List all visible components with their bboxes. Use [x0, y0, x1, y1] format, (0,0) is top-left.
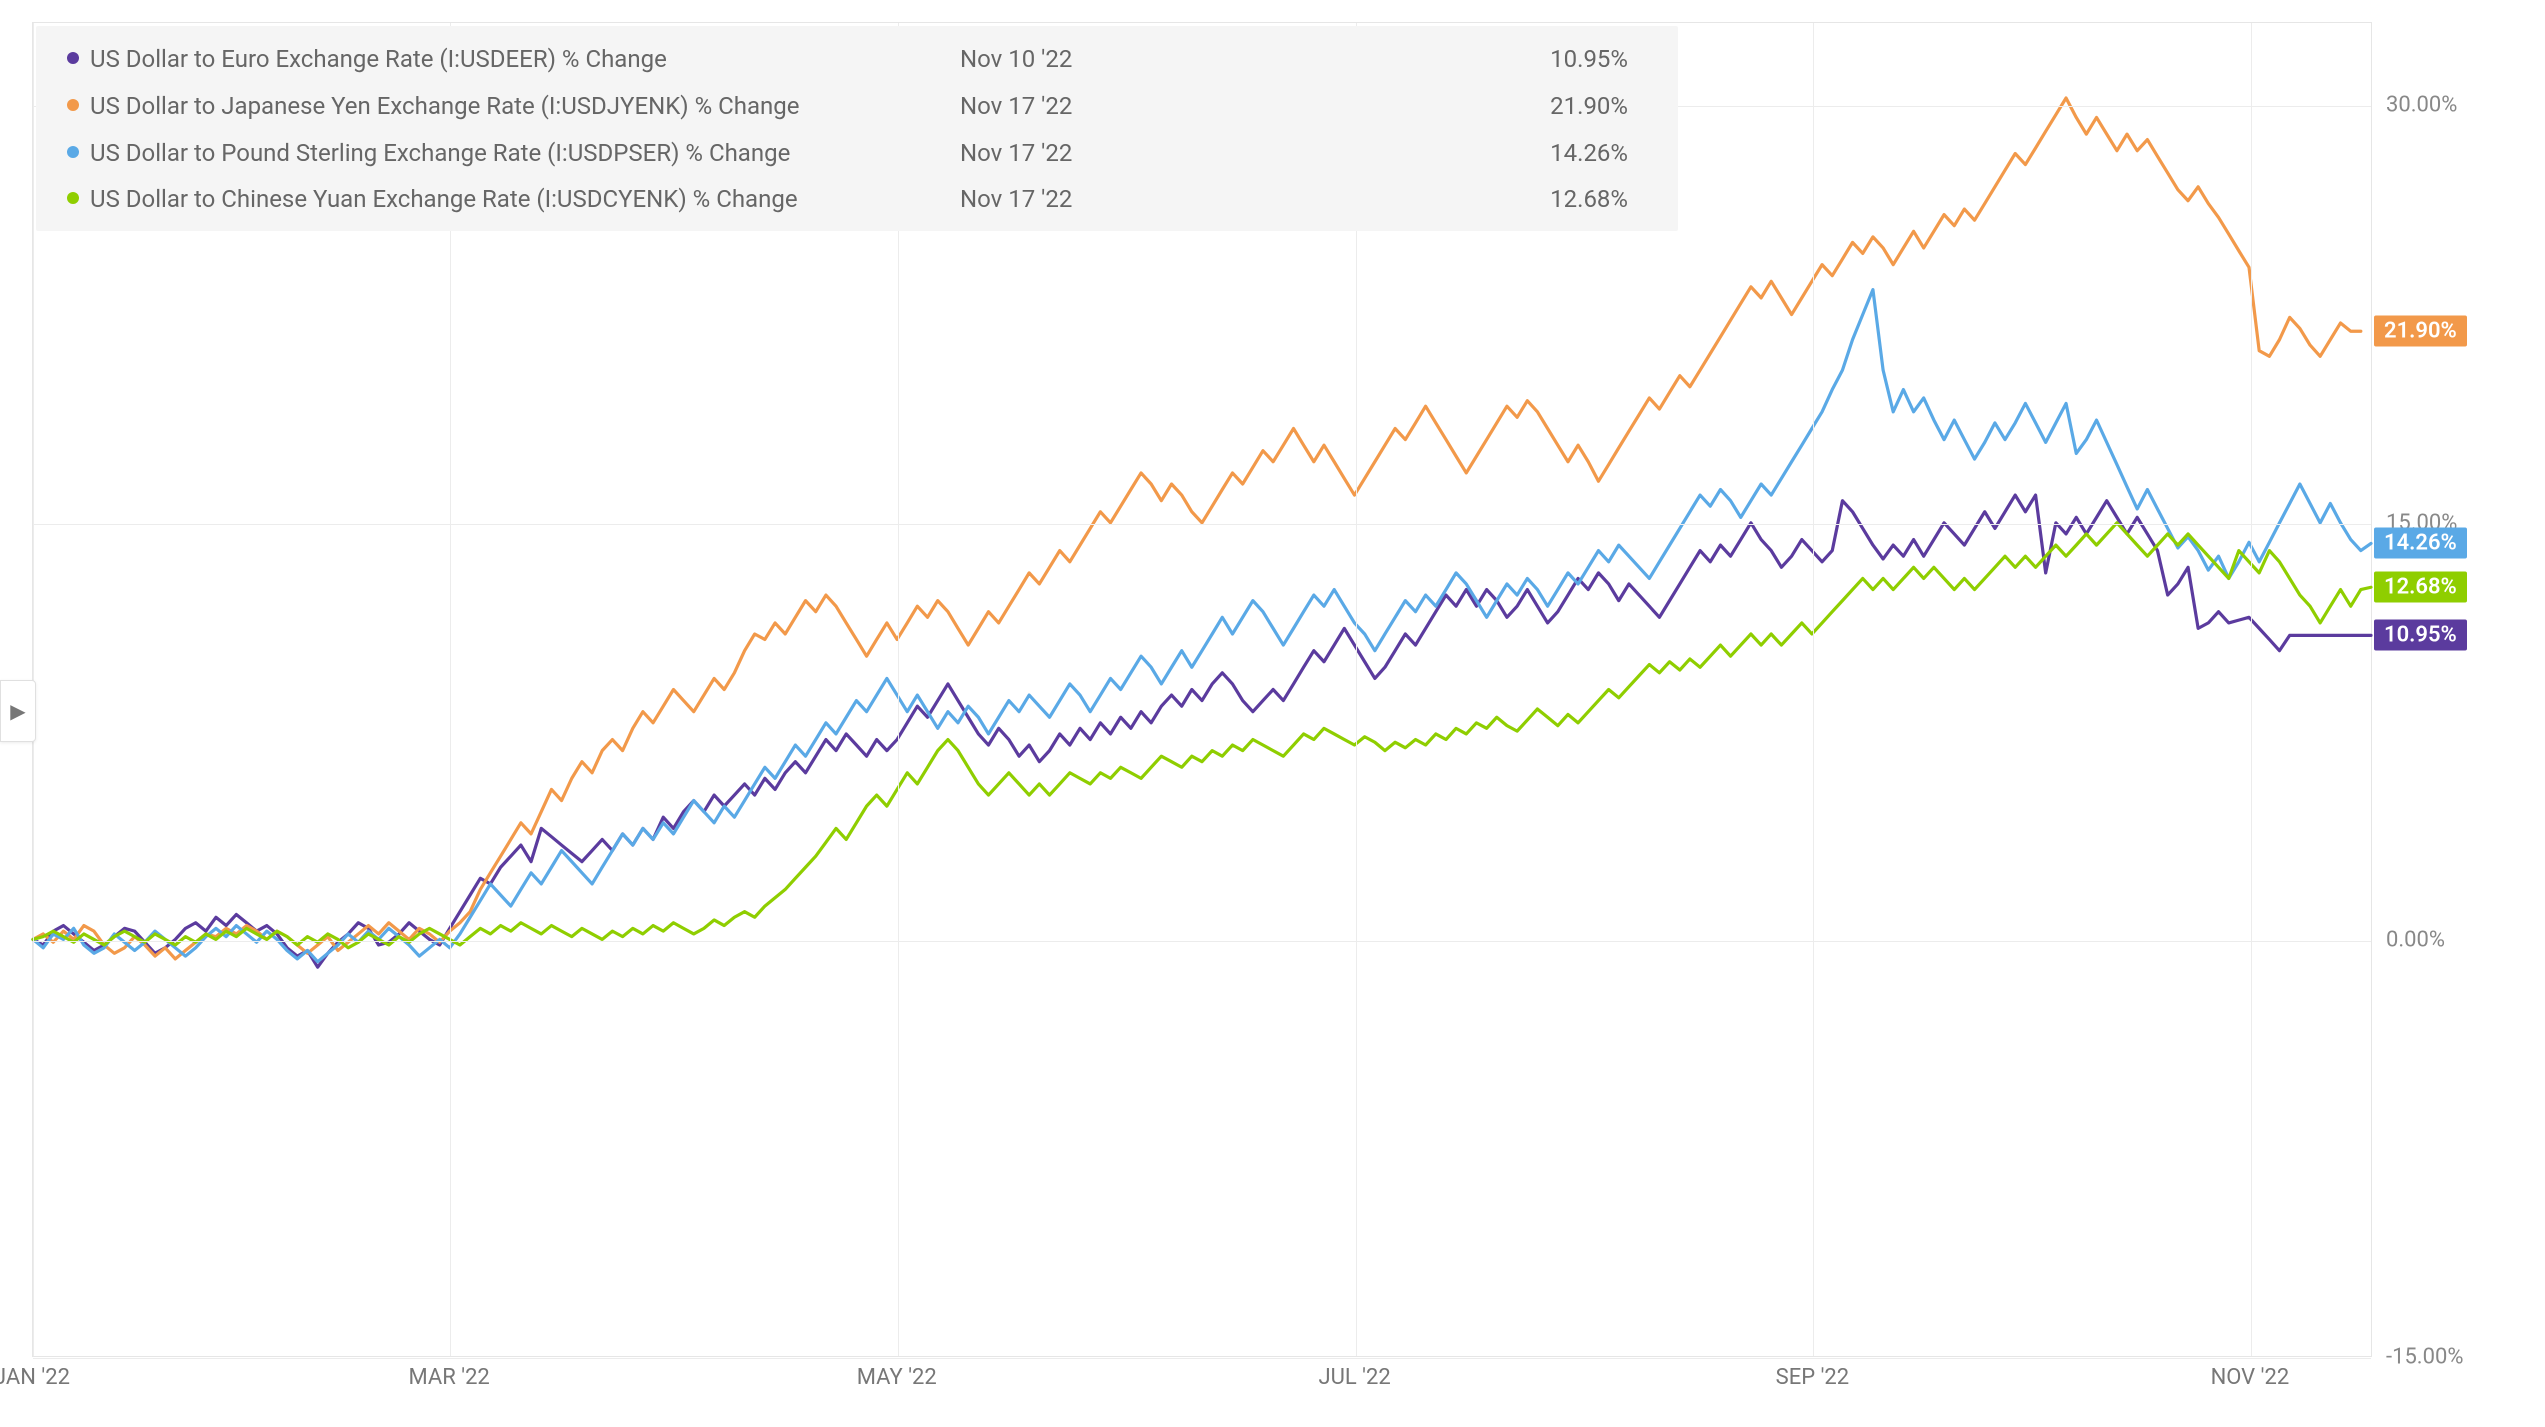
- end-value-badge-usd-gbp: 14.26%: [2374, 528, 2467, 559]
- legend-row-usd-jpy[interactable]: US Dollar to Japanese Yen Exchange Rate …: [36, 83, 1678, 130]
- end-value-badge-usd-cny: 12.68%: [2374, 572, 2467, 603]
- legend-series-date: Nov 10 '22: [960, 42, 1340, 77]
- expand-sidebar-tab[interactable]: ▶: [0, 680, 36, 742]
- x-axis-label: MAY '22: [857, 1365, 937, 1390]
- legend-series-name: US Dollar to Euro Exchange Rate (I:USDEE…: [90, 42, 960, 77]
- legend-dot-icon: [67, 99, 79, 111]
- end-value-badge-usd-jpy: 21.90%: [2374, 315, 2467, 346]
- series-line-usd-gbp: [33, 290, 2371, 962]
- chevron-right-icon: ▶: [10, 699, 25, 723]
- legend-row-usd-cny[interactable]: US Dollar to Chinese Yuan Exchange Rate …: [36, 176, 1678, 223]
- x-axis-label: NOV '22: [2211, 1365, 2290, 1390]
- legend-panel: US Dollar to Euro Exchange Rate (I:USDEE…: [36, 26, 1678, 231]
- exchange-rate-chart: JAN '22 MAR '22 MAY '22 JUL '22 SEP '22 NOV '…: [0, 0, 2545, 1427]
- x-axis-label: SEP '22: [1776, 1365, 1849, 1390]
- end-value-badge-usd-eur: 10.95%: [2374, 620, 2467, 651]
- series-line-usd-cny: [33, 523, 2371, 948]
- gridline-vertical: [1813, 23, 1814, 1356]
- legend-series-value: 12.68%: [1340, 182, 1658, 217]
- legend-series-name: US Dollar to Pound Sterling Exchange Rat…: [90, 136, 960, 171]
- legend-series-value: 14.26%: [1340, 136, 1658, 171]
- legend-series-value: 10.95%: [1340, 42, 1658, 77]
- legend-dot-icon: [67, 52, 79, 64]
- y-axis-label: 0.00%: [2386, 927, 2445, 952]
- x-axis-label: JAN '22: [0, 1365, 70, 1390]
- y-axis-label: 30.00%: [2386, 93, 2457, 118]
- legend-series-date: Nov 17 '22: [960, 182, 1340, 217]
- gridline-horizontal: [33, 941, 2371, 942]
- x-axis-label: MAR '22: [408, 1365, 489, 1390]
- gridline-vertical: [2251, 23, 2252, 1356]
- series-line-usd-eur: [33, 495, 2371, 967]
- legend-series-date: Nov 17 '22: [960, 136, 1340, 171]
- legend-dot-icon: [67, 192, 79, 204]
- legend-series-value: 21.90%: [1340, 89, 1658, 124]
- legend-series-date: Nov 17 '22: [960, 89, 1340, 124]
- legend-series-name: US Dollar to Japanese Yen Exchange Rate …: [90, 89, 960, 124]
- gridline-horizontal: [33, 524, 2371, 525]
- legend-row-usd-gbp[interactable]: US Dollar to Pound Sterling Exchange Rat…: [36, 130, 1678, 177]
- y-axis-label: -15.00%: [2386, 1345, 2463, 1370]
- x-axis-label: JUL '22: [1318, 1365, 1390, 1390]
- gridline-horizontal: [33, 1358, 2371, 1359]
- legend-dot-icon: [67, 146, 79, 158]
- legend-row-usd-eur[interactable]: US Dollar to Euro Exchange Rate (I:USDEE…: [36, 36, 1678, 83]
- legend-series-name: US Dollar to Chinese Yuan Exchange Rate …: [90, 182, 960, 217]
